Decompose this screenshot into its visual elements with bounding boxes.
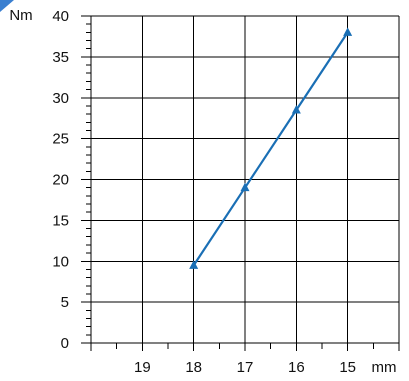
data-point-marker	[291, 105, 301, 114]
y-tick-label: 20	[52, 172, 69, 189]
x-tick-label: 19	[134, 359, 151, 376]
corner-mark	[0, 0, 14, 12]
grid	[91, 15, 400, 351]
y-tick-label: 0	[61, 335, 69, 352]
minor-ticks	[81, 15, 400, 349]
y-tick-label: 30	[52, 90, 69, 107]
data-point-marker	[240, 182, 250, 192]
data-point-marker	[343, 27, 353, 36]
series	[189, 27, 353, 269]
y-tick-label: 10	[52, 253, 69, 270]
y-tick-label: 40	[52, 8, 69, 25]
y-unit-label: Nm	[9, 7, 32, 24]
y-tick-label: 35	[52, 49, 69, 66]
y-tick-label: 25	[52, 131, 69, 148]
x-tick-label: 16	[288, 359, 305, 376]
y-tick-label: 15	[52, 212, 69, 229]
series-line	[192, 31, 349, 266]
x-tick-label: 17	[237, 359, 254, 376]
y-tick-labels: 0 5 10 15 20 25 30 35 40	[52, 8, 69, 352]
y-tick-label: 5	[61, 294, 69, 311]
x-tick-labels: 19 18 17 16 15	[134, 359, 356, 376]
x-unit-label: mm	[372, 359, 397, 376]
x-tick-label: 18	[185, 359, 202, 376]
data-point-marker	[189, 260, 199, 269]
x-tick-label: 15	[339, 359, 356, 376]
axes	[81, 16, 399, 351]
